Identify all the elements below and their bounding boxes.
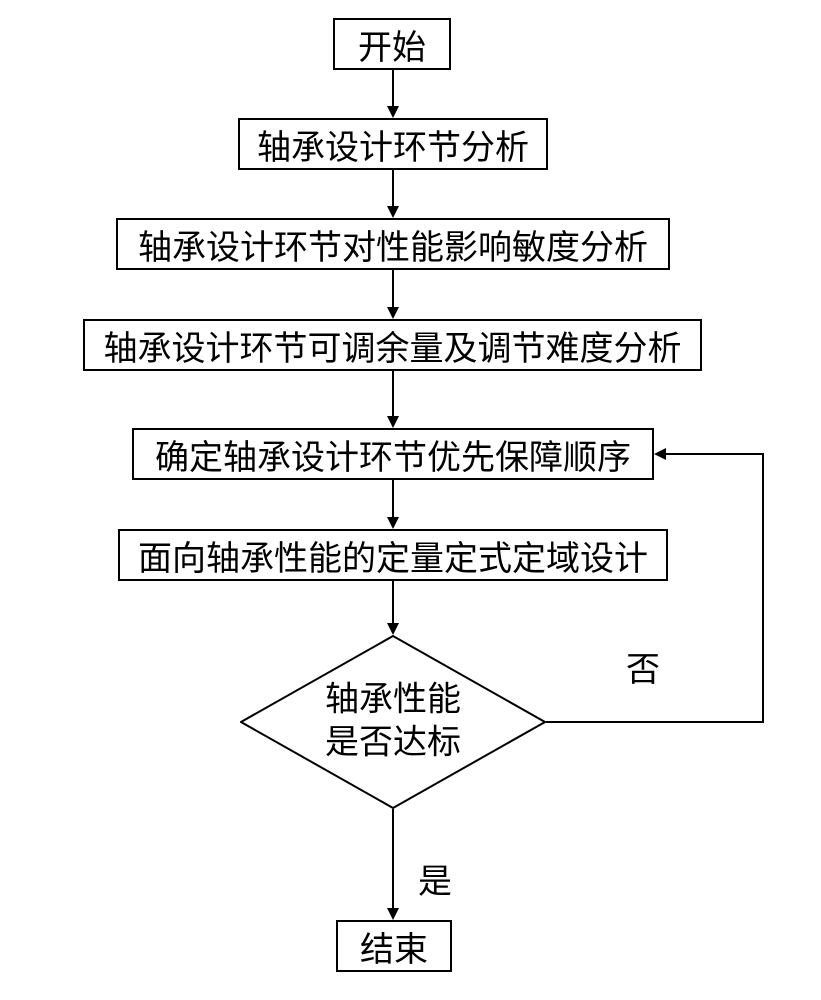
node-step5: 面向轴承性能的定量定式定域设计 bbox=[118, 529, 668, 581]
arrowhead-end bbox=[387, 908, 399, 920]
node-step1: 轴承设计环节分析 bbox=[238, 118, 548, 170]
edge-step1-step2 bbox=[392, 170, 394, 206]
edge-no-h2 bbox=[666, 453, 764, 455]
node-decision: 轴承性能 是否达标 bbox=[240, 635, 546, 809]
arrowhead-step2 bbox=[387, 206, 399, 218]
edge-start-step1 bbox=[392, 70, 394, 106]
node-end: 结束 bbox=[336, 920, 452, 972]
node-step1-label: 轴承设计环节分析 bbox=[257, 120, 529, 169]
node-start: 开始 bbox=[333, 18, 451, 70]
edge-decision-end bbox=[392, 809, 394, 908]
node-step2: 轴承设计环节对性能影响敏度分析 bbox=[116, 218, 670, 270]
label-yes-text: 是 bbox=[418, 864, 452, 901]
arrowhead-step5 bbox=[387, 517, 399, 529]
label-yes: 是 bbox=[418, 854, 452, 903]
node-step5-label: 面向轴承性能的定量定式定域设计 bbox=[138, 531, 648, 580]
node-step4: 确定轴承设计环节优先保障顺序 bbox=[132, 428, 654, 480]
node-start-label: 开始 bbox=[358, 20, 426, 69]
node-step3-label: 轴承设计环节可调余量及调节难度分析 bbox=[104, 321, 682, 370]
decision-line2: 是否达标 bbox=[240, 722, 546, 765]
edge-step5-decision bbox=[392, 581, 394, 623]
flowchart-canvas: 开始 轴承设计环节分析 轴承设计环节对性能影响敏度分析 轴承设计环节可调余量及调… bbox=[0, 0, 821, 1000]
node-step4-label: 确定轴承设计环节优先保障顺序 bbox=[155, 430, 631, 479]
node-end-label: 结束 bbox=[360, 922, 428, 971]
arrowhead-step1 bbox=[387, 106, 399, 118]
edge-no-v bbox=[762, 454, 764, 723]
arrowhead-step3 bbox=[387, 307, 399, 319]
decision-line1: 轴承性能 bbox=[240, 680, 546, 723]
edge-step2-step3 bbox=[392, 270, 394, 307]
label-no: 否 bbox=[626, 642, 660, 691]
edge-step3-step4 bbox=[392, 371, 394, 416]
label-no-text: 否 bbox=[626, 652, 660, 689]
node-step2-label: 轴承设计环节对性能影响敏度分析 bbox=[138, 220, 648, 269]
edge-step4-step5 bbox=[392, 480, 394, 517]
arrowhead-decision bbox=[387, 623, 399, 635]
edge-no-h1 bbox=[546, 721, 764, 723]
arrowhead-step4 bbox=[387, 416, 399, 428]
arrowhead-loop bbox=[654, 448, 666, 460]
node-step3: 轴承设计环节可调余量及调节难度分析 bbox=[83, 319, 702, 371]
